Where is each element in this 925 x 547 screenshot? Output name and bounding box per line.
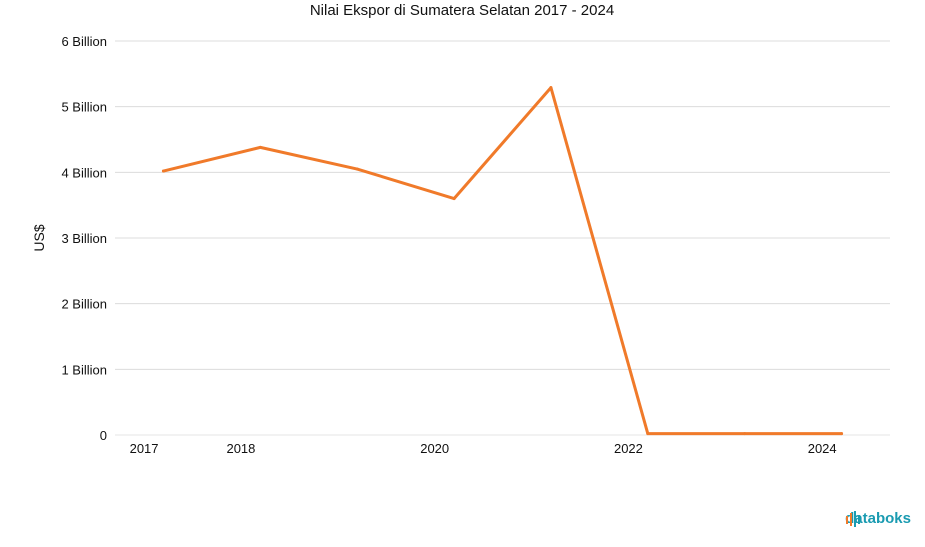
y-tick-label: 2 Billion xyxy=(61,297,107,312)
data-point[interactable] xyxy=(646,432,650,436)
x-tick-label: 2018 xyxy=(226,441,255,456)
series-line xyxy=(161,86,844,436)
y-tick-label: 0 xyxy=(100,428,107,443)
x-tick-labels: 2017 2018 2020 2022 2024 xyxy=(130,441,837,456)
data-point[interactable] xyxy=(452,197,456,201)
databoks-bars-icon xyxy=(846,511,861,527)
data-point[interactable] xyxy=(840,432,844,436)
grid-layer xyxy=(115,40,890,436)
y-tick-label: 5 Billion xyxy=(61,100,107,115)
data-point[interactable] xyxy=(549,86,553,90)
y-tick-labels: 0 1 Billion 2 Billion 3 Billion 4 Billion 5 B… xyxy=(61,34,107,443)
data-point[interactable] xyxy=(258,145,262,149)
databoks-logo-text: databoks xyxy=(845,510,911,527)
y-tick-label: 6 Billion xyxy=(61,34,107,49)
databoks-logo: databoks xyxy=(845,510,911,527)
y-tick-label: 3 Billion xyxy=(61,231,107,246)
y-tick-label: 1 Billion xyxy=(61,362,107,377)
x-tick-label: 2022 xyxy=(614,441,643,456)
data-point[interactable] xyxy=(355,167,359,171)
x-tick-label: 2024 xyxy=(808,441,837,456)
data-point[interactable] xyxy=(161,169,165,173)
x-tick-label: 2020 xyxy=(420,441,449,456)
data-point[interactable] xyxy=(743,432,747,436)
chart-title: Nilai Ekspor di Sumatera Selatan 2017 - … xyxy=(310,2,614,19)
y-axis-label: US$ xyxy=(31,224,47,251)
series-layer xyxy=(161,86,844,436)
y-tick-label: 4 Billion xyxy=(61,165,107,180)
x-tick-label: 2017 xyxy=(130,441,159,456)
